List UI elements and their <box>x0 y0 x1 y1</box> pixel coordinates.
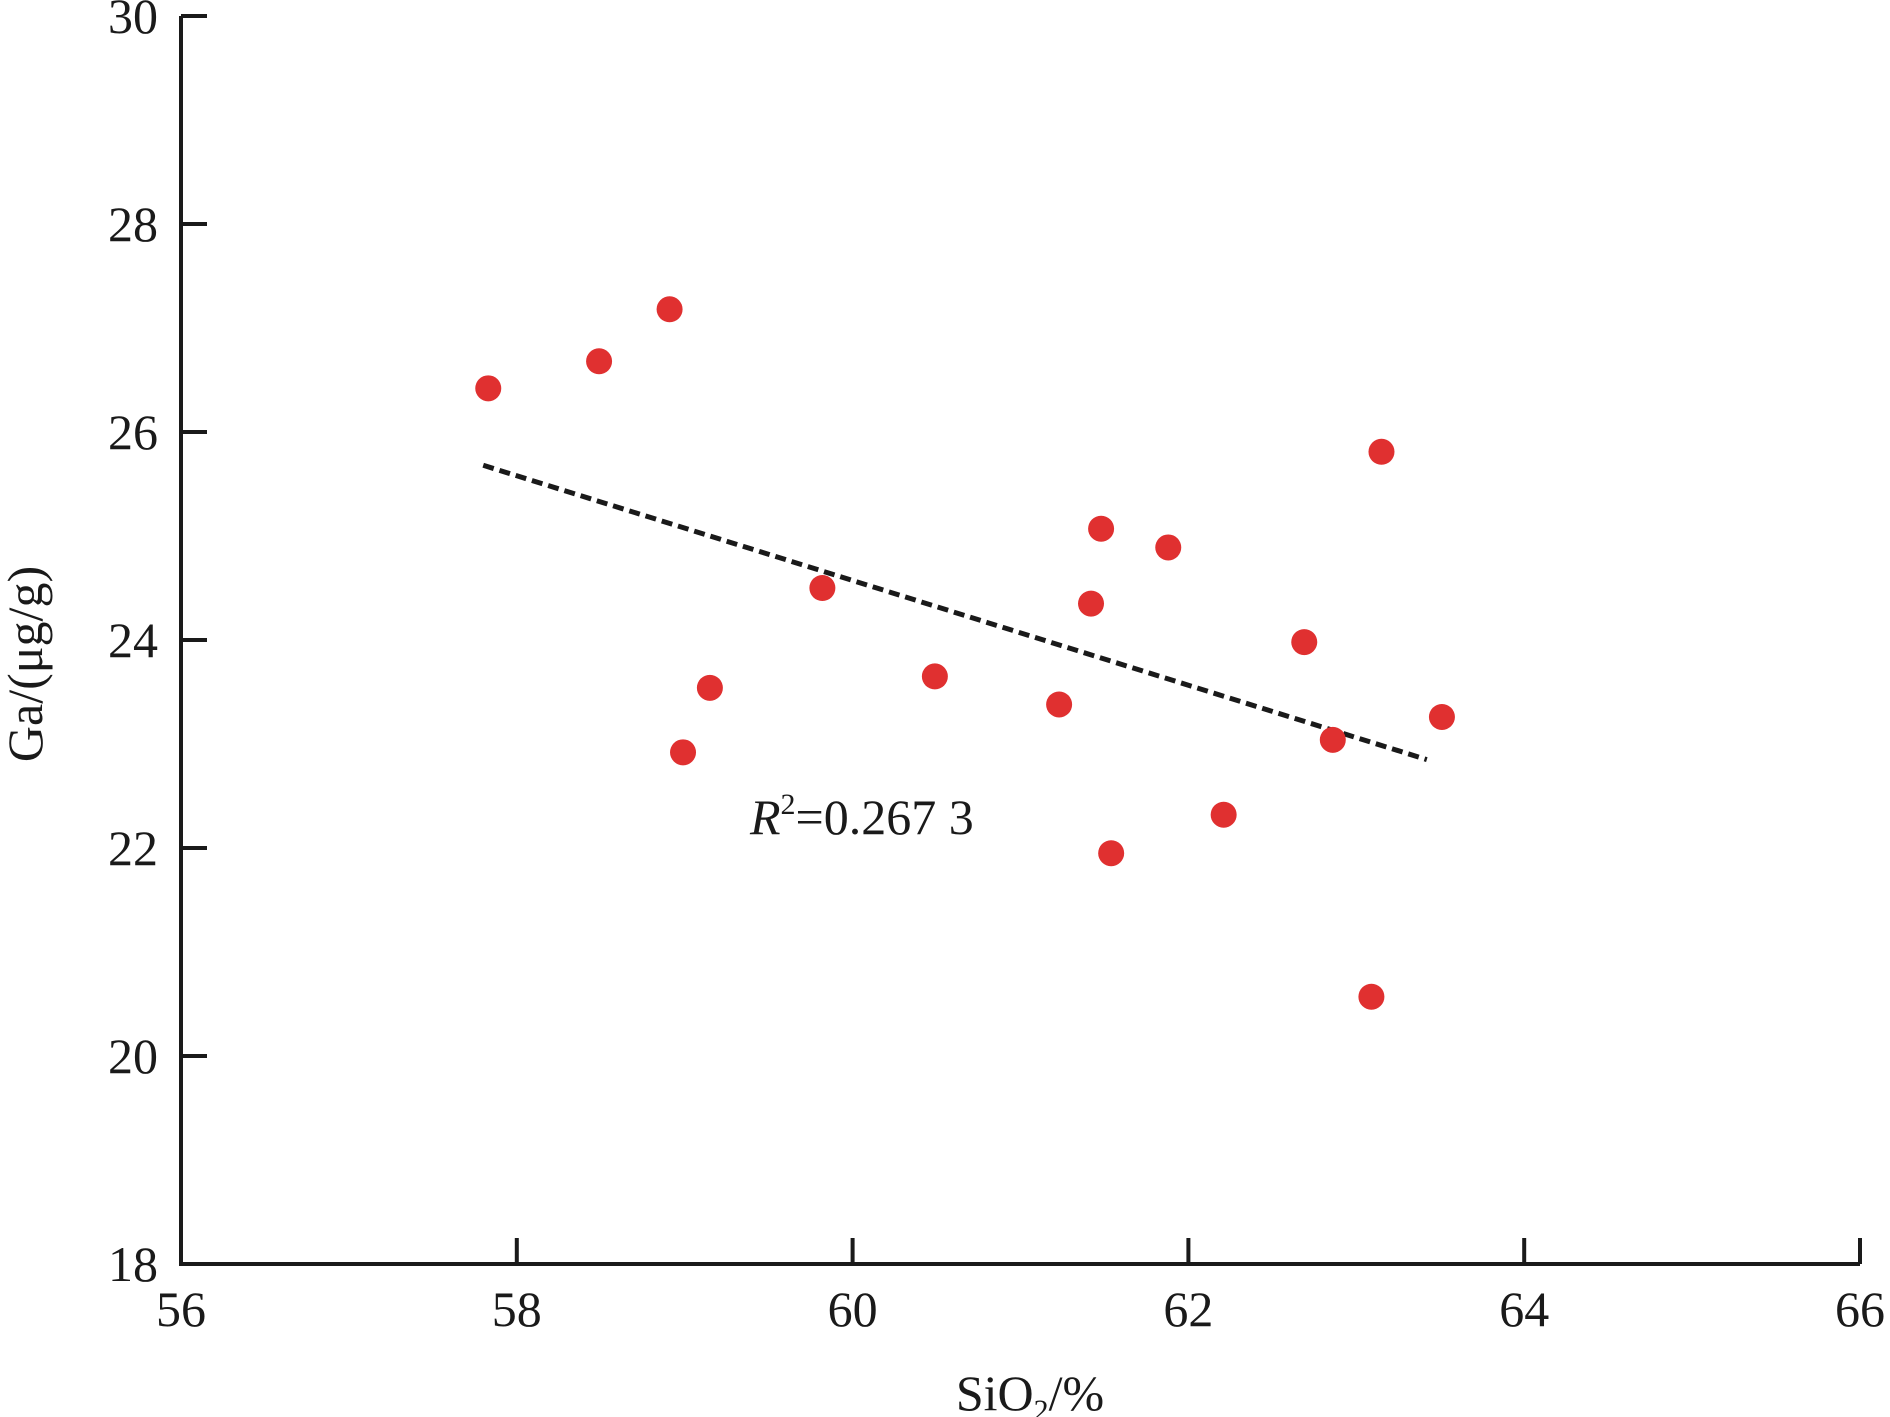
data-point <box>1428 703 1455 730</box>
y-tick-label: 24 <box>108 612 158 668</box>
y-axis-ticks: 18 20 22 24 26 28 30 <box>108 0 207 1292</box>
data-points <box>475 296 1455 1010</box>
y-axis-title: Ga/(μg/g) <box>0 566 53 762</box>
data-point <box>1155 534 1182 561</box>
data-point <box>921 663 948 690</box>
x-tick-label: 62 <box>1163 1281 1213 1337</box>
y-tick-label: 20 <box>108 1028 158 1084</box>
data-point <box>1078 590 1105 617</box>
y-tick-label: 26 <box>108 404 158 460</box>
x-tick-label: 56 <box>156 1281 206 1337</box>
r-squared-annotation: R2=0.267 3 <box>749 788 974 845</box>
data-point <box>1098 840 1125 867</box>
x-tick-label: 64 <box>1499 1281 1549 1337</box>
x-axis-title: SiO2/% <box>956 1365 1104 1417</box>
data-point <box>696 674 723 701</box>
x-tick-label: 66 <box>1835 1281 1885 1337</box>
data-point <box>656 296 683 323</box>
y-tick-label: 18 <box>108 1236 158 1292</box>
data-point <box>1358 983 1385 1010</box>
y-tick-label: 28 <box>108 196 158 252</box>
trendline-group <box>482 462 1428 762</box>
data-point <box>1319 726 1346 753</box>
y-tick-label: 22 <box>108 820 158 876</box>
trendline <box>482 462 1428 762</box>
data-point <box>1210 801 1237 828</box>
data-point <box>809 575 836 601</box>
data-point <box>1368 438 1395 465</box>
data-point <box>1291 629 1318 656</box>
y-tick-label: 30 <box>108 0 158 44</box>
x-tick-label: 58 <box>492 1281 542 1337</box>
data-point <box>475 375 502 402</box>
data-point <box>1088 515 1115 542</box>
data-point <box>670 739 697 766</box>
axes <box>179 16 1860 1266</box>
x-tick-label: 60 <box>828 1281 878 1337</box>
data-point <box>1046 691 1073 718</box>
data-point <box>586 348 613 375</box>
x-axis-ticks: 56 58 60 62 64 66 <box>156 1238 1885 1337</box>
